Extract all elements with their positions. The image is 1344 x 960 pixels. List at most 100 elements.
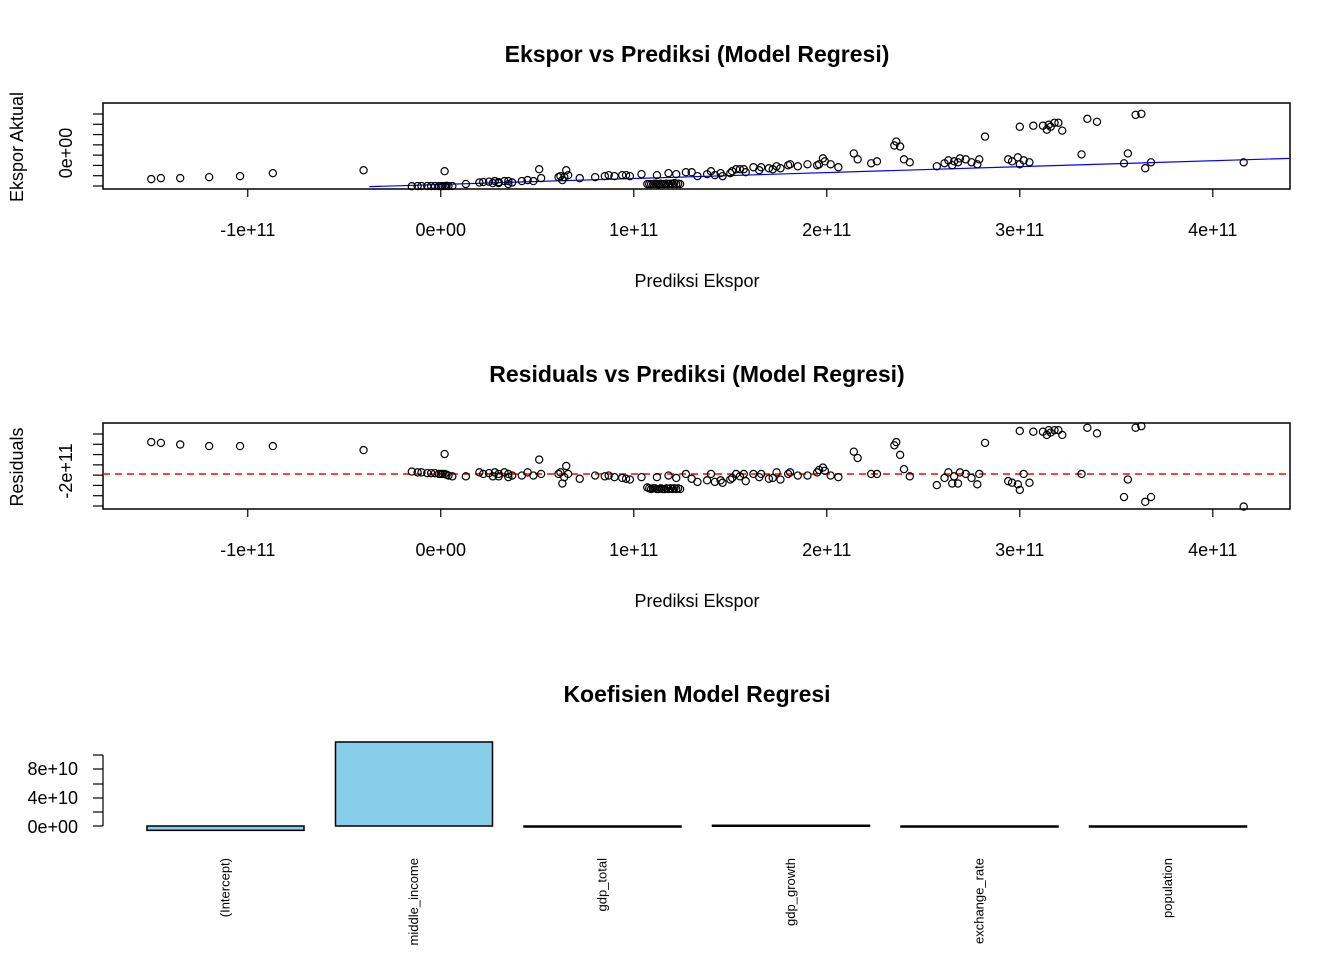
data-point: [693, 477, 702, 487]
x-tick-label: 3e+11: [995, 220, 1044, 240]
data-point: [600, 472, 610, 481]
data-point: [1029, 427, 1038, 436]
data-point: [204, 172, 214, 182]
data-point: [820, 466, 830, 475]
data-point: [834, 472, 843, 482]
data-point: [726, 475, 735, 484]
data-point: [706, 469, 716, 479]
data-point: [1131, 110, 1140, 120]
panel-3-y-axis: 0e+00 4e+10 8e+10: [27, 754, 104, 837]
data-point: [1007, 157, 1017, 166]
data-point: [975, 469, 984, 479]
data-point: [1029, 121, 1038, 130]
data-point: [637, 169, 646, 179]
data-point: [803, 160, 812, 169]
data-point: [590, 172, 600, 182]
data-point: [1092, 117, 1102, 126]
data-point: [872, 157, 882, 166]
y-tick-label: 0e+00: [27, 817, 78, 837]
x-tick-label: 0e+00: [415, 220, 466, 240]
data-point: [834, 163, 843, 172]
data-point: [176, 440, 185, 449]
data-point: [440, 449, 449, 459]
data-point: [536, 469, 546, 479]
data-point: [853, 155, 862, 164]
data-point: [621, 170, 631, 180]
data-point: [156, 173, 166, 183]
data-point: [517, 176, 527, 186]
data-point: [681, 469, 691, 479]
data-point: [1054, 118, 1063, 127]
data-point: [953, 158, 963, 167]
data-point: [716, 476, 725, 485]
data-point: [905, 158, 914, 167]
data-point: [726, 168, 735, 178]
x-tick-label: 1e+11: [609, 540, 658, 560]
bar-label: population: [1160, 858, 1175, 918]
data-point: [940, 473, 949, 483]
data-point: [479, 177, 488, 187]
data-point: [899, 464, 909, 474]
x-tick-label: -1e+11: [220, 220, 275, 240]
data-point: [768, 473, 777, 483]
x-tick-label: 4e+11: [1188, 540, 1237, 560]
data-point: [741, 167, 750, 177]
data-point: [1007, 478, 1017, 487]
data-point: [504, 179, 513, 189]
panel-2-y-label: Residuals: [7, 427, 27, 506]
panel-1-title: Ekspor vs Prediksi (Model Regresi): [505, 41, 890, 67]
data-point: [932, 162, 941, 171]
data-point: [693, 171, 702, 181]
data-point: [440, 167, 449, 176]
panel-2-points: [103, 421, 1290, 511]
data-point: [961, 469, 970, 479]
data-point: [849, 447, 859, 456]
bar-gdp_total: [523, 825, 682, 828]
data-point: [359, 166, 368, 175]
data-point: [973, 160, 982, 169]
panel-1-y-label: Ekspor Aktual: [7, 92, 27, 202]
data-point: [849, 149, 859, 158]
data-point: [1083, 114, 1092, 124]
data-point: [1044, 425, 1053, 435]
data-point: [475, 178, 484, 187]
bar-label: exchange_rate: [972, 858, 987, 944]
data-point: [1141, 164, 1150, 173]
data-point: [905, 472, 914, 481]
bar-label: gdp_growth: [783, 858, 798, 926]
data-point: [776, 475, 785, 484]
y-tick-label: -2e+11: [56, 443, 76, 498]
data-point: [523, 175, 532, 185]
data-point: [756, 163, 766, 172]
data-point: [1146, 158, 1156, 167]
data-point: [479, 469, 488, 479]
data-point: [625, 171, 635, 181]
data-point: [461, 179, 471, 189]
data-point: [156, 438, 166, 448]
data-point: [507, 178, 517, 187]
data-point: [484, 177, 494, 186]
data-point: [764, 164, 774, 173]
panel-1-reference-line: [369, 157, 1291, 188]
data-point: [1092, 429, 1102, 438]
data-point: [268, 168, 278, 178]
data-point: [967, 473, 976, 483]
panel-1-y-axis: 0e+00: [56, 113, 103, 187]
data-point: [1141, 497, 1150, 507]
data-point: [617, 473, 627, 483]
data-point: [494, 469, 503, 479]
data-point: [407, 182, 417, 191]
data-point: [1019, 156, 1028, 165]
data-point: [892, 437, 901, 447]
x-tick-label: -1e+11: [220, 540, 275, 560]
data-point: [718, 478, 727, 487]
panel-1-scatter: Ekspor vs Prediksi (Model Regresi) -1e+1…: [7, 41, 1291, 291]
panel-2-plot-box: [102, 422, 1291, 510]
data-point: [853, 453, 862, 463]
x-tick-label: 2e+11: [802, 220, 851, 240]
bar-exchange_rate: [900, 825, 1059, 828]
data-point: [672, 169, 681, 179]
data-point: [1239, 502, 1248, 511]
panel-2-x-label: Prediksi Ekspor: [634, 591, 759, 611]
data-point: [448, 181, 457, 191]
